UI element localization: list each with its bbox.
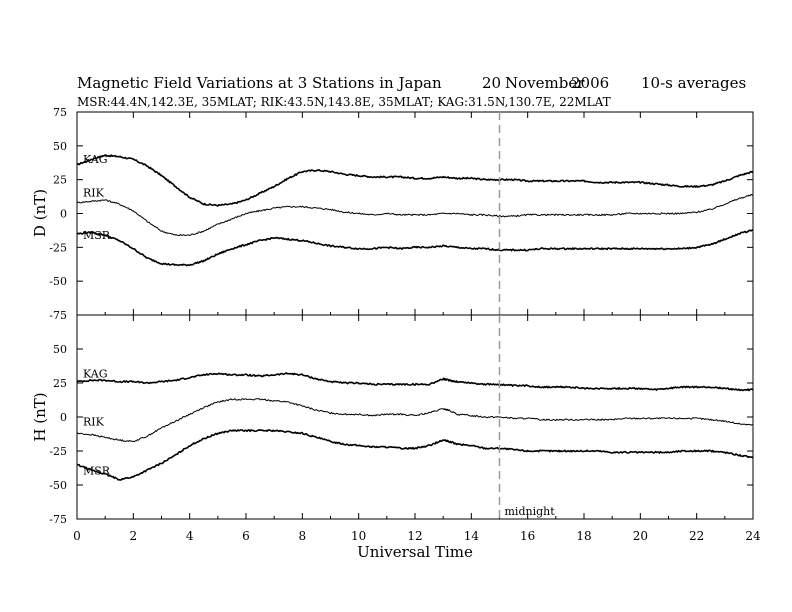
x-tick-label: 0 bbox=[73, 529, 81, 543]
h-x-axis: 0 2 4 6 8 10 12 14 16 18 20 22 24 bbox=[73, 315, 761, 543]
averaging-label: 10-s averages bbox=[641, 74, 746, 92]
h-series-label-msr: MSR bbox=[83, 465, 111, 478]
d-y-tick-label: -50 bbox=[49, 275, 67, 288]
h-series-group: KAG RIK MSR bbox=[76, 368, 754, 481]
d-y-axis: 75 50 25 0 -25 -50 -75 bbox=[49, 106, 753, 322]
d-y-tick-label: -75 bbox=[49, 309, 67, 322]
h-y-axis: 50 25 0 -25 -50 -75 bbox=[49, 314, 753, 526]
x-tick-label: 22 bbox=[689, 529, 704, 543]
d-y-tick-label: -25 bbox=[49, 241, 67, 254]
d-series-rik bbox=[76, 193, 754, 236]
d-x-ticks bbox=[76, 112, 754, 315]
h-series-kag bbox=[76, 372, 754, 392]
d-series-label-msr: MSR bbox=[83, 229, 111, 242]
h-axis-label: H (nT) bbox=[31, 392, 49, 441]
d-series-msr bbox=[76, 228, 754, 267]
h-y-tick-label: 50 bbox=[53, 343, 67, 356]
x-tick-label: 6 bbox=[242, 529, 250, 543]
x-axis-label: Universal Time bbox=[357, 543, 473, 561]
h-series-label-kag: KAG bbox=[83, 368, 108, 381]
d-y-tick-label: 25 bbox=[53, 174, 67, 187]
h-series-label-rik: RIK bbox=[83, 415, 105, 428]
d-series-kag bbox=[76, 154, 754, 207]
d-y-tick-label: 75 bbox=[53, 106, 67, 119]
d-series-label-rik: RIK bbox=[83, 187, 105, 200]
x-tick-label: 24 bbox=[745, 529, 761, 543]
midnight-label: midnight bbox=[505, 505, 556, 518]
h-series-rik bbox=[76, 398, 754, 443]
h-y-tick-label: -25 bbox=[49, 445, 67, 458]
chart-title: Magnetic Field Variations at 3 Stations … bbox=[77, 74, 442, 92]
d-panel: 75 50 25 0 -25 -50 -75 KAG RIK MSR D (nT) bbox=[31, 106, 754, 322]
x-tick-label: 14 bbox=[464, 529, 480, 543]
d-series-label-kag: KAG bbox=[83, 153, 108, 166]
date-day: 20 bbox=[482, 74, 501, 92]
h-y-tick-label: -75 bbox=[49, 513, 67, 526]
h-y-tick-label: 25 bbox=[53, 377, 67, 390]
d-series-group: KAG RIK MSR bbox=[76, 153, 754, 267]
d-y-tick-label: 0 bbox=[60, 208, 67, 221]
x-tick-label: 16 bbox=[520, 529, 535, 543]
date-month: November bbox=[505, 74, 585, 92]
station-info: MSR:44.4N,142.3E, 35MLAT; RIK:43.5N,143.… bbox=[77, 95, 611, 109]
x-tick-label: 4 bbox=[186, 529, 194, 543]
x-tick-label: 8 bbox=[299, 529, 307, 543]
d-axis-label: D (nT) bbox=[31, 189, 49, 237]
x-tick-label: 12 bbox=[407, 529, 422, 543]
h-y-tick-label: 0 bbox=[60, 411, 67, 424]
h-panel-frame bbox=[76, 314, 754, 520]
h-y-tick-label: -50 bbox=[49, 479, 67, 492]
d-y-tick-label: 50 bbox=[53, 140, 67, 153]
x-tick-label: 20 bbox=[633, 529, 648, 543]
date-year: 2006 bbox=[571, 74, 609, 92]
h-series-msr bbox=[76, 429, 754, 481]
x-tick-label: 2 bbox=[130, 529, 138, 543]
x-tick-label: 10 bbox=[351, 529, 366, 543]
x-tick-label: 18 bbox=[576, 529, 591, 543]
